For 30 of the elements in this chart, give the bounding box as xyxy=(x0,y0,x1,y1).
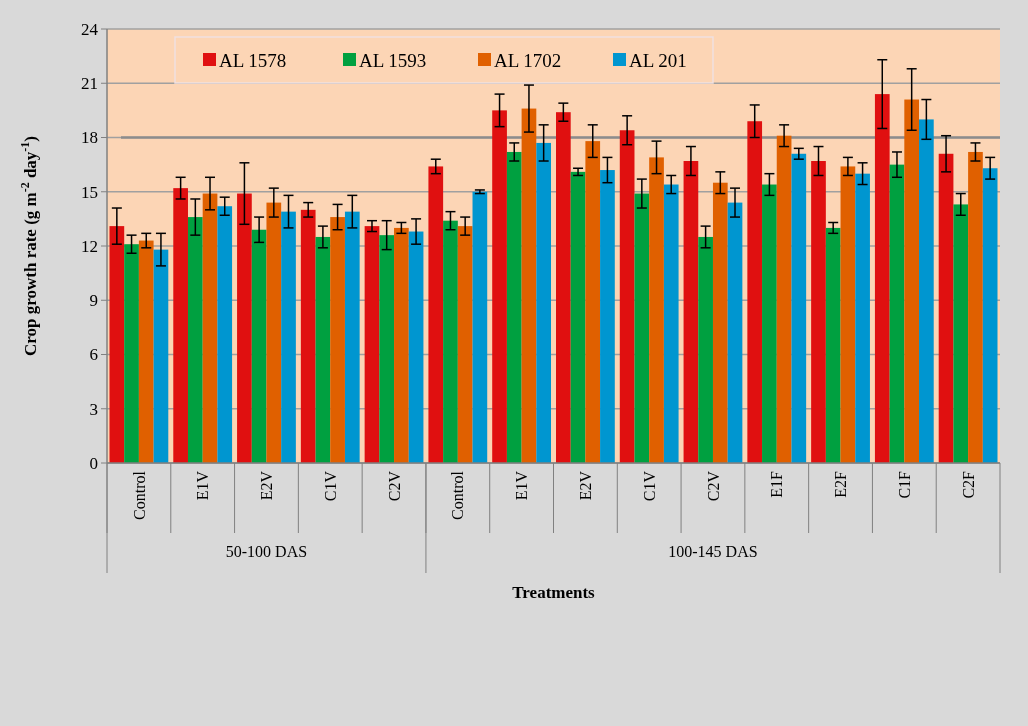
y-tick-label: 15 xyxy=(81,182,98,202)
x-tick-label: E2V xyxy=(576,470,594,501)
x-tick-label: C2V xyxy=(704,470,722,502)
x-tick-label: E2V xyxy=(258,470,276,501)
x-tick-label: C1V xyxy=(640,470,658,502)
x-tick-label: E2F xyxy=(832,470,850,498)
y-tick-label: 21 xyxy=(81,74,98,94)
x-tick-label: C1V xyxy=(321,470,339,502)
y-tick-label: 9 xyxy=(89,291,98,311)
legend-label: AL 1578 xyxy=(219,49,287,71)
x-tick-label: E1V xyxy=(194,470,212,501)
text: 100-145 DAS xyxy=(668,543,758,560)
legend-label: AL 1702 xyxy=(494,49,562,71)
x-axis-title: Treatments xyxy=(512,583,596,602)
text: 50-100 DAS xyxy=(225,543,308,560)
y-tick-label: 6 xyxy=(89,345,98,365)
legend-label: AL 1593 xyxy=(359,49,427,71)
legend-label: AL 201 xyxy=(629,49,687,71)
y-tick-label: 3 xyxy=(89,399,98,419)
x-tick-label: C2F xyxy=(959,470,977,499)
x-tick-label: E1V xyxy=(513,470,531,501)
x-tick-label: E1F xyxy=(768,470,786,498)
y-tick-label: 0 xyxy=(89,453,98,473)
y-tick-label: 18 xyxy=(81,128,98,148)
x-tick-label: Control xyxy=(130,470,148,520)
y-tick-label: 12 xyxy=(81,236,98,256)
y-tick-label: 24 xyxy=(81,19,99,39)
x-tick-label: C2V xyxy=(385,470,403,502)
x-tick-label: C1F xyxy=(895,470,913,499)
x-tick-label: Control xyxy=(449,470,467,520)
